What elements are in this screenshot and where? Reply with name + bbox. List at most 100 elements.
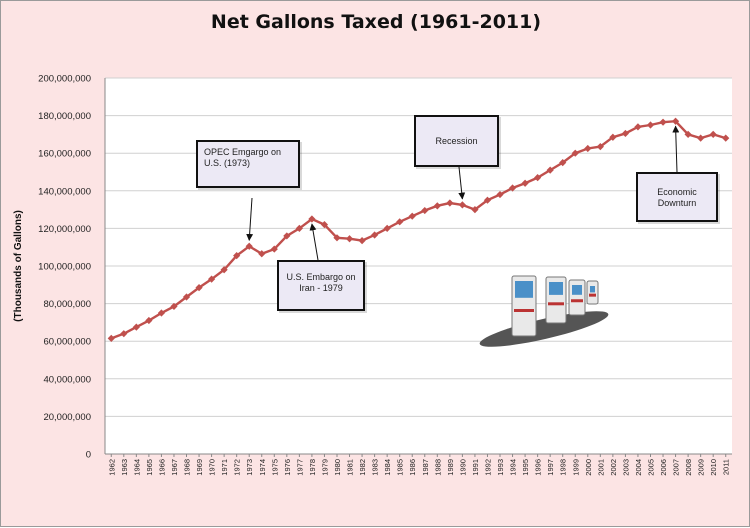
series-line xyxy=(107,117,730,342)
x-tick-label: 1982 xyxy=(358,459,367,476)
data-point xyxy=(471,206,479,214)
data-point xyxy=(283,232,291,240)
data-point xyxy=(320,221,329,229)
y-tick-label: 20,000,000 xyxy=(43,412,91,423)
x-tick-label: 1993 xyxy=(496,459,505,476)
pump-screen xyxy=(549,282,563,295)
data-point xyxy=(671,117,680,125)
data-point xyxy=(697,134,705,142)
y-tick-label: 180,000,000 xyxy=(38,111,91,122)
data-point xyxy=(584,144,592,153)
pump-screen xyxy=(572,285,582,295)
annotation-recession-text: Recession xyxy=(435,136,478,146)
pump-island xyxy=(479,311,609,347)
data-point xyxy=(145,316,153,325)
y-tick-label: 140,000,000 xyxy=(38,186,91,197)
x-tick-label: 2010 xyxy=(709,459,718,476)
x-tick-label: 1965 xyxy=(145,459,154,476)
x-tick-label: 1991 xyxy=(471,459,480,476)
annotation-opec-text: OPEC Emgargo on U.S. (1973) xyxy=(204,147,282,168)
pump-stripe xyxy=(514,309,534,312)
data-point xyxy=(571,149,579,157)
data-point xyxy=(609,133,617,141)
x-tick-label: 1992 xyxy=(483,459,492,476)
y-tick-label: 100,000,000 xyxy=(38,262,91,273)
gas-pumps-icon xyxy=(479,275,609,347)
x-tick-label: 1972 xyxy=(233,459,242,476)
pump-body xyxy=(586,280,599,305)
x-tick-label: 1962 xyxy=(107,459,116,476)
pump-stripe xyxy=(571,299,583,303)
annotation-iran-embargo: U.S. Embargo on Iran - 1979 xyxy=(277,260,365,311)
data-point xyxy=(233,252,241,260)
x-tick-label: 2009 xyxy=(697,459,706,476)
x-tick-label: 2007 xyxy=(672,459,681,476)
x-tick-label: 1997 xyxy=(546,459,555,476)
annotation-downturn-text: Economic Downturn xyxy=(657,187,697,208)
x-tick-label: 2005 xyxy=(646,459,655,476)
x-tick-label: 1974 xyxy=(258,459,267,476)
data-point xyxy=(458,201,466,209)
y-tick-label: 80,000,000 xyxy=(43,299,91,310)
x-tick-label: 1981 xyxy=(346,459,355,476)
y-axis-ticks: 0 20,000,000 40,000,000 60,000,000 80,000,00… xyxy=(38,74,91,461)
pump-screen xyxy=(515,281,533,298)
y-tick-label: 40,000,000 xyxy=(43,374,91,385)
data-point xyxy=(709,130,717,138)
data-point xyxy=(521,179,529,187)
data-point xyxy=(421,206,429,215)
data-point xyxy=(345,235,354,243)
x-tick-label: 1998 xyxy=(559,459,568,476)
x-tick-label: 2008 xyxy=(684,459,693,476)
y-tick-label: 60,000,000 xyxy=(43,337,91,348)
y-tick-label: 200,000,000 xyxy=(38,74,91,85)
data-point xyxy=(646,121,655,129)
x-tick-label: 1995 xyxy=(521,459,530,476)
x-tick-label: 2004 xyxy=(634,459,643,476)
data-point xyxy=(245,242,253,250)
x-tick-label: 1976 xyxy=(283,459,292,476)
data-point xyxy=(107,334,115,342)
data-point xyxy=(182,293,191,301)
data-point xyxy=(308,215,316,223)
data-point xyxy=(333,234,341,242)
data-point xyxy=(722,134,730,142)
x-tick-label: 1978 xyxy=(308,459,317,476)
data-point xyxy=(371,231,379,239)
y-tick-label: 0 xyxy=(86,450,91,461)
x-tick-label: 1975 xyxy=(270,459,279,476)
data-point xyxy=(270,245,278,253)
data-point xyxy=(207,275,216,283)
x-tick-label: 1983 xyxy=(371,459,380,476)
data-point xyxy=(295,224,303,232)
data-point xyxy=(534,174,542,182)
x-tick-label: 1973 xyxy=(245,459,254,476)
x-tick-label: 1996 xyxy=(534,459,543,476)
data-point xyxy=(546,166,554,174)
data-point xyxy=(621,129,630,138)
x-tick-label: 2003 xyxy=(621,459,630,476)
x-tick-label: 1989 xyxy=(446,459,455,476)
x-tick-label: 1967 xyxy=(170,459,179,476)
annotation-opec-embargo: OPEC Emgargo on U.S. (1973) xyxy=(196,140,300,188)
x-tick-label: 1970 xyxy=(208,459,217,476)
annotation-arrow xyxy=(458,166,466,200)
annotation-recession: Recession xyxy=(414,115,499,167)
data-point xyxy=(157,309,166,317)
x-tick-label: 1985 xyxy=(396,459,405,476)
y-axis-label: (Thousands of Gallons) xyxy=(13,210,24,322)
x-tick-label: 1988 xyxy=(433,459,442,476)
data-point xyxy=(195,284,203,292)
x-tick-label: 1986 xyxy=(408,459,417,476)
x-tick-label: 2006 xyxy=(659,459,668,476)
data-point xyxy=(258,250,266,258)
annotation-arrow xyxy=(246,197,254,241)
data-point xyxy=(408,212,416,220)
pump-stripe xyxy=(548,302,564,306)
x-tick-label: 2011 xyxy=(722,459,731,475)
data-point xyxy=(483,196,492,204)
data-point xyxy=(659,118,667,126)
x-tick-label: 1968 xyxy=(183,459,192,476)
